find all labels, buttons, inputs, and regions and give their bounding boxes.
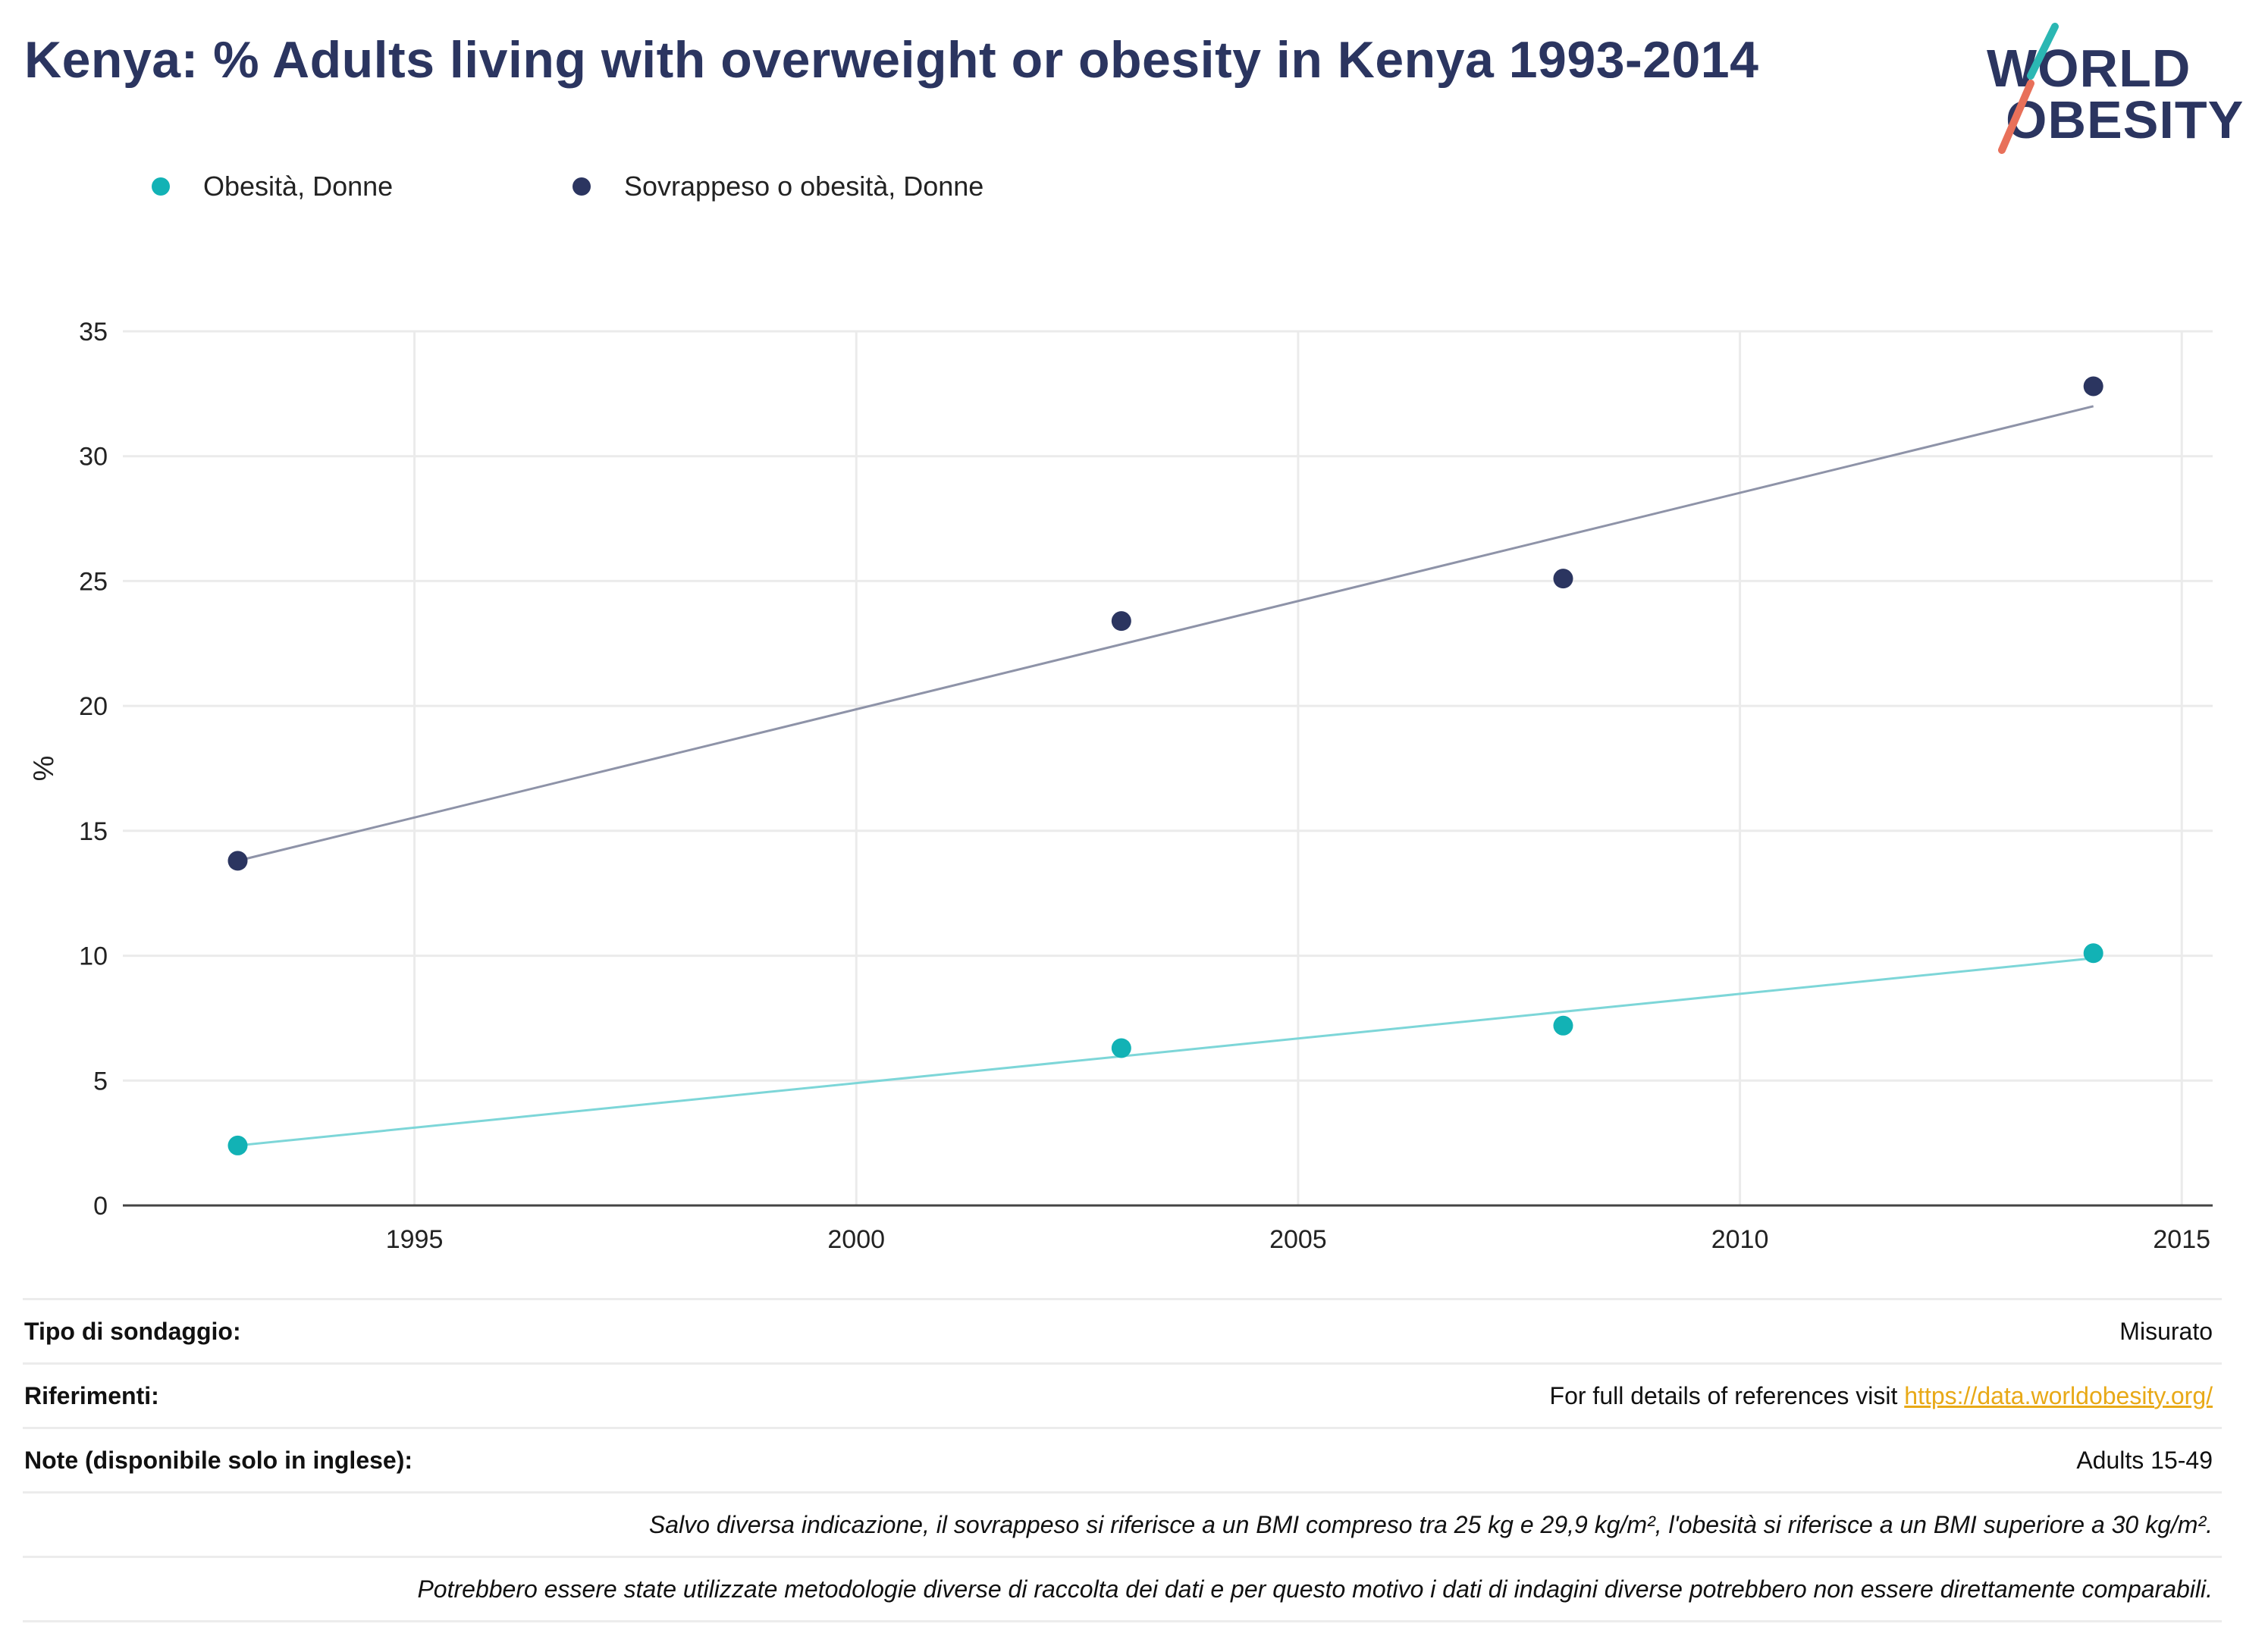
- data-point-obesity: [2083, 943, 2103, 964]
- y-axis-label: %: [28, 756, 60, 782]
- x-tick-label: 2000: [827, 1225, 885, 1254]
- logo-line-1: WORLD: [1987, 39, 2191, 98]
- data-point-obesity: [227, 1135, 248, 1155]
- data-point-overweight: [1111, 611, 1131, 632]
- y-tick-label: 25: [79, 567, 108, 596]
- legend-item-obesity[interactable]: Obesità, Donne: [152, 171, 393, 202]
- info-table: Tipo di sondaggio: Misurato Riferimenti:…: [23, 1298, 2222, 1622]
- x-tick-label: 2015: [2153, 1225, 2210, 1254]
- y-tick-label: 30: [79, 443, 108, 472]
- methods-note: Potrebbero essere state utilizzate metod…: [417, 1575, 2213, 1603]
- info-row-bmi-note: Salvo diversa indicazione, il sovrappeso…: [23, 1494, 2222, 1558]
- legend-marker-obesity: [152, 177, 170, 196]
- y-tick-label: 20: [79, 692, 108, 721]
- y-tick-label: 0: [93, 1192, 108, 1221]
- legend-marker-overweight: [573, 177, 591, 196]
- x-tick-label: 2010: [1711, 1225, 1769, 1254]
- chart-title: Kenya: % Adults living with overweight o…: [24, 31, 1759, 89]
- references-link[interactable]: https://data.worldobesity.org/: [1904, 1381, 2213, 1409]
- info-row-methods-note: Potrebbero essere state utilizzate metod…: [23, 1558, 2222, 1622]
- trendline-overweight: [237, 405, 2094, 862]
- y-tick-label: 10: [79, 942, 108, 971]
- legend-item-overweight[interactable]: Sovrappeso o obesità, Donne: [573, 171, 983, 202]
- data-point-overweight: [2083, 376, 2103, 397]
- data-point-obesity: [1111, 1038, 1131, 1058]
- y-tick-label: 5: [93, 1067, 108, 1096]
- legend-label-obesity: Obesità, Donne: [203, 171, 394, 202]
- y-tick-label: 35: [79, 318, 108, 346]
- x-tick-label: 1995: [386, 1225, 444, 1254]
- bmi-note: Salvo diversa indicazione, il sovrappeso…: [648, 1510, 2213, 1538]
- notes-label: Note (disponibile solo in inglese):: [24, 1446, 413, 1474]
- x-tick-label: 2005: [1269, 1225, 1327, 1254]
- survey-type-value: Misurato: [2119, 1317, 2213, 1345]
- info-row-references: Riferimenti: For full details of referen…: [23, 1365, 2222, 1429]
- references-value: For full details of references visit htt…: [1550, 1382, 2222, 1410]
- data-point-overweight: [1553, 569, 1573, 589]
- notes-value: Adults 15-49: [2076, 1446, 2213, 1474]
- info-row-notes: Note (disponibile solo in inglese): Adul…: [23, 1429, 2222, 1494]
- legend-label-overweight: Sovrappeso o obesità, Donne: [624, 171, 984, 202]
- data-point-overweight: [227, 851, 248, 871]
- y-tick-label: 15: [79, 817, 108, 846]
- references-text: For full details of references visit: [1549, 1381, 1905, 1409]
- trendline-obesity: [237, 957, 2094, 1147]
- logo-line-2: OBESITY: [2006, 90, 2243, 149]
- references-label: Riferimenti:: [24, 1381, 159, 1409]
- logo-slash-icon: [1998, 23, 2059, 154]
- scatter-chart: 0 5 10 15 20 25 30 35 1995 2000 2005 2010 2015%: [28, 318, 2213, 1254]
- info-row-survey-type: Tipo di sondaggio: Misurato: [23, 1298, 2222, 1365]
- data-point-obesity: [1553, 1015, 1573, 1036]
- world-obesity-logo: WORLD OBESITY: [1972, 23, 2243, 159]
- survey-type-label: Tipo di sondaggio:: [24, 1317, 241, 1345]
